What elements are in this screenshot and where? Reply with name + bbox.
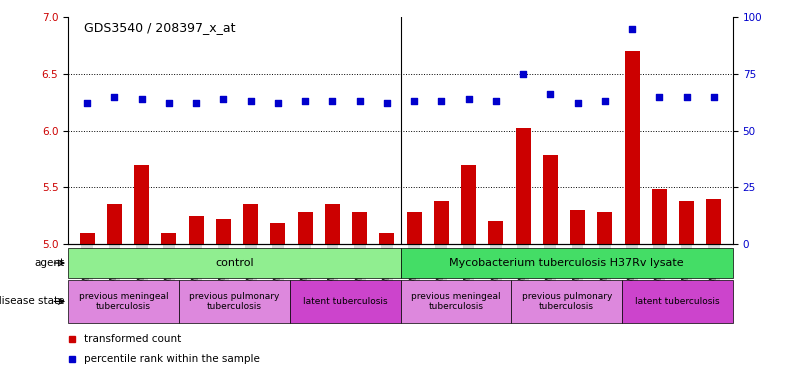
Text: disease state: disease state — [0, 296, 64, 306]
Bar — [706, 199, 722, 244]
Bar — [216, 219, 231, 244]
Bar — [179, 280, 290, 323]
Text: previous meningeal
tuberculosis: previous meningeal tuberculosis — [78, 292, 168, 311]
Text: previous pulmonary
tuberculosis: previous pulmonary tuberculosis — [521, 292, 612, 311]
Point — [81, 100, 94, 106]
Bar — [400, 280, 511, 323]
Point — [598, 98, 611, 104]
Point — [626, 26, 638, 32]
Point — [217, 96, 230, 102]
Point — [680, 94, 693, 100]
Point — [653, 94, 666, 100]
Point — [707, 94, 720, 100]
Point — [163, 100, 175, 106]
Bar — [511, 280, 622, 323]
Text: GDS3540 / 208397_x_at: GDS3540 / 208397_x_at — [84, 21, 235, 34]
Bar — [134, 165, 149, 244]
Bar — [68, 280, 179, 323]
Text: previous meningeal
tuberculosis: previous meningeal tuberculosis — [411, 292, 501, 311]
Text: control: control — [215, 258, 254, 268]
Point — [571, 100, 584, 106]
Point — [272, 100, 284, 106]
Bar — [400, 248, 733, 278]
Point — [435, 98, 448, 104]
Bar — [298, 212, 312, 244]
Bar — [162, 233, 176, 244]
Bar — [407, 212, 421, 244]
Point — [244, 98, 257, 104]
Point — [108, 94, 121, 100]
Bar — [107, 204, 122, 244]
Bar — [461, 165, 476, 244]
Bar — [271, 223, 285, 244]
Bar — [189, 215, 203, 244]
Bar — [570, 210, 585, 244]
Point — [353, 98, 366, 104]
Text: latent tuberculosis: latent tuberculosis — [303, 297, 388, 306]
Bar — [325, 204, 340, 244]
Bar — [543, 156, 557, 244]
Point — [380, 100, 393, 106]
Text: transformed count: transformed count — [84, 334, 181, 344]
Bar — [679, 201, 694, 244]
Bar — [625, 51, 639, 244]
Text: previous pulmonary
tuberculosis: previous pulmonary tuberculosis — [189, 292, 280, 311]
Bar — [68, 248, 400, 278]
Point — [462, 96, 475, 102]
Bar — [79, 233, 95, 244]
Bar — [434, 201, 449, 244]
Bar — [622, 280, 733, 323]
Point — [408, 98, 421, 104]
Text: latent tuberculosis: latent tuberculosis — [635, 297, 720, 306]
Point — [299, 98, 312, 104]
Point — [135, 96, 148, 102]
Text: Mycobacterium tuberculosis H37Rv lysate: Mycobacterium tuberculosis H37Rv lysate — [449, 258, 684, 268]
Bar — [352, 212, 367, 244]
Point — [517, 71, 529, 77]
Point — [544, 91, 557, 98]
Text: agent: agent — [34, 258, 64, 268]
Bar — [516, 128, 530, 244]
Text: percentile rank within the sample: percentile rank within the sample — [84, 354, 260, 364]
Bar — [290, 280, 400, 323]
Bar — [652, 189, 667, 244]
Bar — [598, 212, 612, 244]
Bar — [489, 221, 503, 244]
Bar — [244, 204, 258, 244]
Point — [190, 100, 203, 106]
Point — [489, 98, 502, 104]
Bar — [380, 233, 394, 244]
Point — [326, 98, 339, 104]
